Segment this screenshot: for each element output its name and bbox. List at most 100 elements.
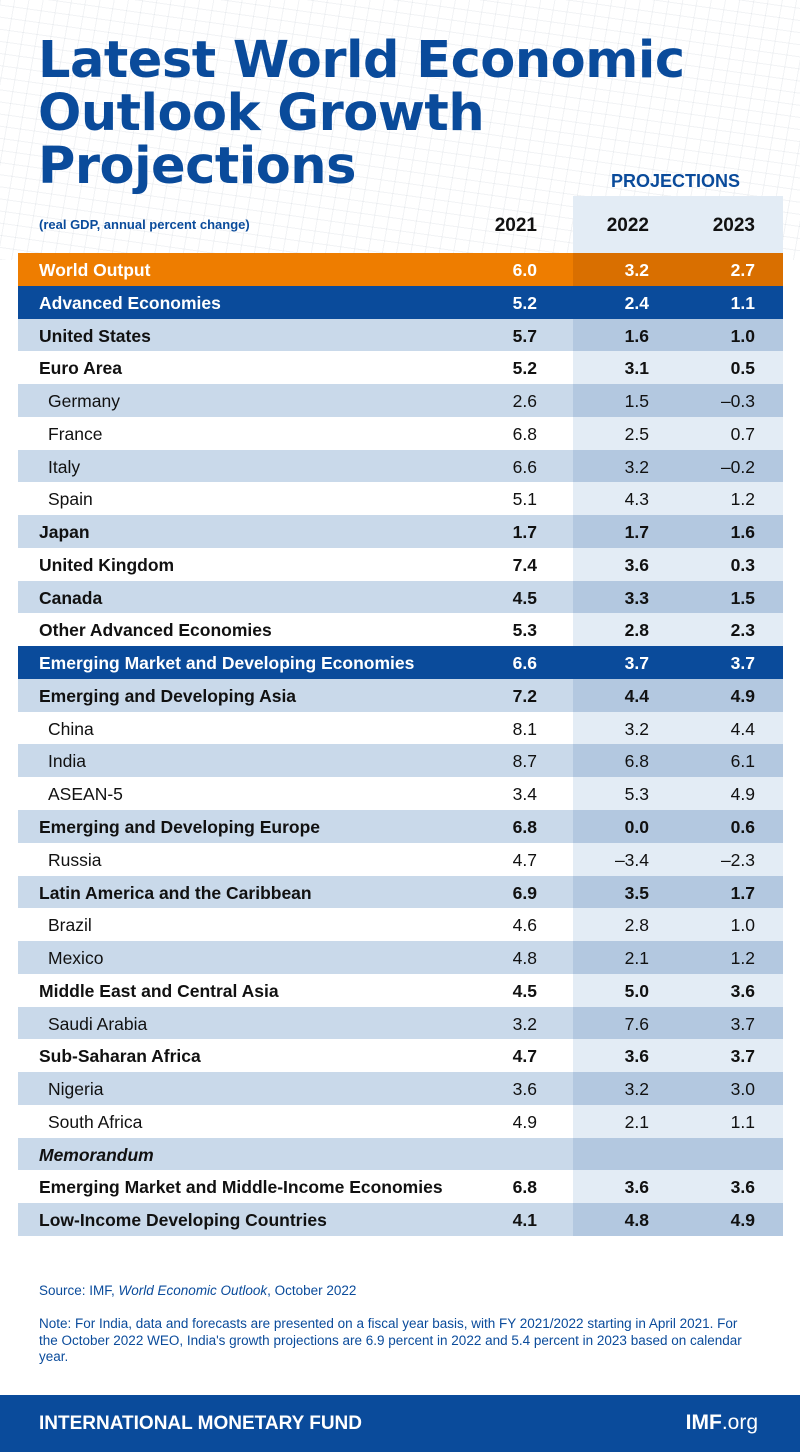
table-row: China 8.1 3.2 4.4 xyxy=(18,711,783,745)
row-label: Memorandum xyxy=(39,1144,154,1165)
value-2021: 1.7 xyxy=(512,522,537,543)
value-2023: 1.1 xyxy=(730,292,755,313)
value-2022: 2.1 xyxy=(624,1111,649,1132)
row-label: India xyxy=(48,751,86,772)
projection-cell-bg xyxy=(573,678,783,712)
table-row: Other Advanced Economies 5.3 2.8 2.3 xyxy=(18,613,783,647)
projection-cell-bg xyxy=(573,1170,783,1204)
projection-cell-bg xyxy=(573,613,783,647)
value-2022: 3.2 xyxy=(624,1079,649,1100)
value-2022: 1.6 xyxy=(624,325,649,346)
row-label: Spain xyxy=(48,489,93,510)
value-2023: 1.0 xyxy=(730,325,755,346)
value-2021: 4.8 xyxy=(512,948,537,969)
table-row: Euro Area 5.2 3.1 0.5 xyxy=(18,351,783,385)
column-header-2023: 2023 xyxy=(712,215,755,236)
value-2021: 4.7 xyxy=(512,1046,537,1067)
row-label: Canada xyxy=(39,587,103,608)
projection-cell-bg xyxy=(573,351,783,385)
table-row: Emerging and Developing Asia 7.2 4.4 4.9 xyxy=(18,678,783,712)
value-2021: 4.1 xyxy=(512,1210,537,1231)
row-label: South Africa xyxy=(48,1111,143,1132)
projection-cell-bg xyxy=(573,711,783,745)
row-label: Emerging Market and Middle-Income Econom… xyxy=(39,1177,443,1198)
row-label: Latin America and the Caribbean xyxy=(39,882,312,903)
projection-cell-bg xyxy=(573,1104,783,1138)
table-row: Japan 1.7 1.7 1.6 xyxy=(18,515,783,548)
projection-cell-bg xyxy=(573,449,783,483)
value-2022: 1.5 xyxy=(624,391,649,412)
table-row: Emerging Market and Middle-Income Econom… xyxy=(18,1170,783,1204)
value-2021: 6.9 xyxy=(512,882,537,903)
value-2021: 4.5 xyxy=(512,980,537,1001)
column-header-2022: 2022 xyxy=(606,215,649,236)
value-2021: 8.7 xyxy=(512,751,537,772)
projection-cell-bg xyxy=(573,1072,783,1105)
footer-website[interactable]: IMF.org xyxy=(685,1411,758,1434)
value-2023: –2.3 xyxy=(720,849,755,870)
value-2022: 7.6 xyxy=(624,1013,649,1034)
projection-cell-bg xyxy=(573,1006,783,1040)
value-2021: 8.1 xyxy=(512,718,537,739)
value-2023: 1.2 xyxy=(730,948,755,969)
value-2023: 2.7 xyxy=(730,260,755,280)
value-2022: –3.4 xyxy=(614,849,649,870)
projection-cell-bg xyxy=(573,1137,783,1171)
value-2023: 1.2 xyxy=(730,489,755,510)
value-2021: 5.2 xyxy=(512,358,537,379)
row-label: Japan xyxy=(39,522,90,543)
projections-label: PROJECTIONS xyxy=(611,171,741,191)
table-row: Sub-Saharan Africa 4.7 3.6 3.7 xyxy=(18,1039,783,1073)
footer: INTERNATIONAL MONETARY FUND IMF.org xyxy=(0,1395,800,1452)
page-title: Latest World Economic Outlook Growth Proj… xyxy=(38,31,685,196)
table-row: Mexico 4.8 2.1 1.2 xyxy=(18,941,783,974)
table-row: Italy 6.6 3.2 –0.2 xyxy=(18,449,783,483)
value-2023: 1.6 xyxy=(730,522,755,543)
row-label: Sub-Saharan Africa xyxy=(39,1046,201,1067)
value-2022: 4.4 xyxy=(624,685,649,706)
value-2021: 6.8 xyxy=(512,423,537,444)
table-row: Saudi Arabia 3.2 7.6 3.7 xyxy=(18,1006,783,1040)
value-2023: 1.1 xyxy=(730,1111,755,1132)
value-2022: 2.1 xyxy=(624,948,649,969)
value-2022: 5.3 xyxy=(624,784,649,805)
value-2021: 3.2 xyxy=(512,1013,537,1034)
projection-cell-bg xyxy=(573,580,783,614)
table-row: Emerging and Developing Europe 6.8 0.0 0.6 xyxy=(18,810,783,843)
value-2023: 2.3 xyxy=(730,620,755,641)
value-2021: 5.7 xyxy=(512,325,537,346)
projection-cell-bg xyxy=(573,515,783,548)
value-2021: 4.6 xyxy=(512,915,537,936)
value-2023: 4.9 xyxy=(730,685,755,706)
table-row: France 6.8 2.5 0.7 xyxy=(18,416,783,450)
projection-cell-bg xyxy=(573,318,783,352)
value-2021: 3.4 xyxy=(512,784,537,805)
table-row: India 8.7 6.8 6.1 xyxy=(18,744,783,778)
projection-cell-bg xyxy=(573,973,783,1007)
value-2023: 1.5 xyxy=(730,587,755,608)
value-2022: 2.5 xyxy=(624,423,649,444)
row-label: Advanced Economies xyxy=(39,292,221,313)
value-2021: 6.0 xyxy=(512,260,537,280)
note-text: Note: For India, data and forecasts are … xyxy=(39,1316,742,1364)
row-label: ASEAN-5 xyxy=(48,784,123,805)
projection-cell-bg xyxy=(573,1203,783,1236)
row-label: Mexico xyxy=(48,948,104,969)
projection-cell-bg xyxy=(573,875,783,909)
row-label: Euro Area xyxy=(39,358,122,379)
table-row: Nigeria 3.6 3.2 3.0 xyxy=(18,1072,783,1105)
row-label: United States xyxy=(39,325,151,346)
row-label: Nigeria xyxy=(48,1079,104,1100)
value-2022: 3.1 xyxy=(624,358,649,379)
projection-cell-bg xyxy=(573,908,783,942)
value-2023: 3.6 xyxy=(730,980,755,1001)
value-2021: 6.6 xyxy=(512,653,537,674)
projection-cell-bg xyxy=(573,285,783,319)
projection-cell-bg xyxy=(573,384,783,417)
value-2021: 5.3 xyxy=(512,620,537,641)
row-label: Italy xyxy=(48,456,81,477)
footer-org-name: INTERNATIONAL MONETARY FUND xyxy=(39,1413,362,1434)
row-label: World Output xyxy=(39,260,151,280)
value-2021: 6.8 xyxy=(512,817,537,838)
row-label: Russia xyxy=(48,849,102,870)
